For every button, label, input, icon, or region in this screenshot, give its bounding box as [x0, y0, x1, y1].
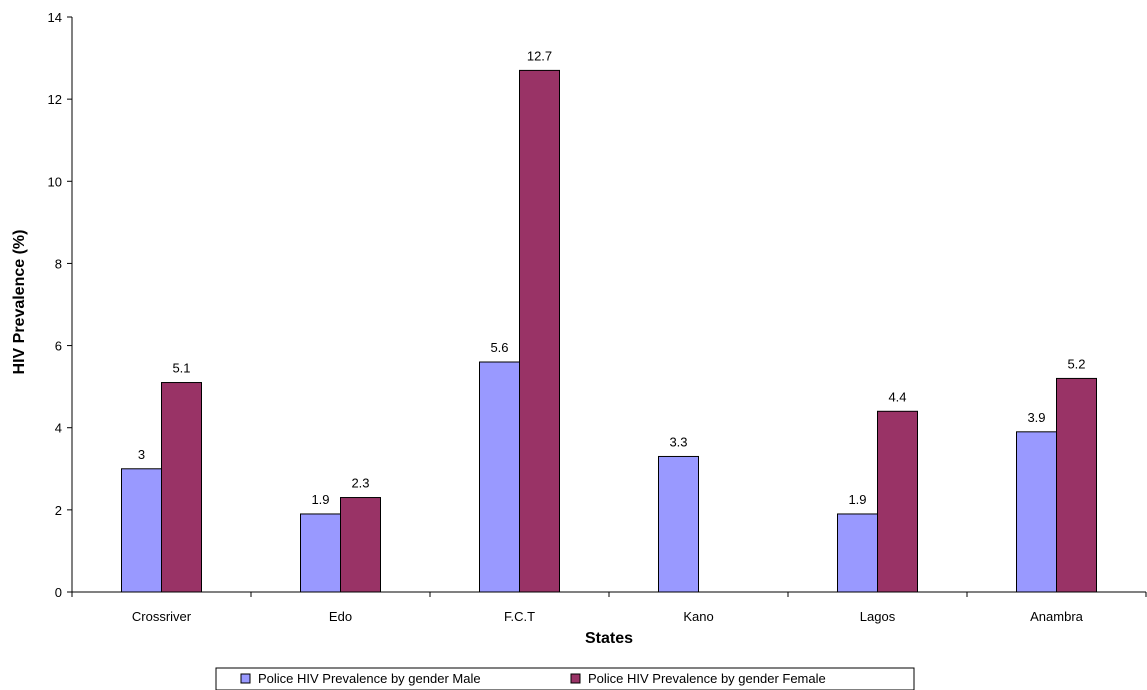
bar	[837, 513, 878, 593]
data-label: 1.9	[848, 492, 866, 507]
bar	[1056, 377, 1097, 593]
y-tick-label: 2	[55, 503, 62, 518]
legend-swatch	[570, 673, 581, 684]
bar	[519, 69, 560, 593]
bar	[877, 410, 918, 593]
data-label: 5.2	[1067, 356, 1085, 371]
bar	[479, 361, 520, 593]
y-tick-label: 12	[48, 92, 62, 107]
x-axis-title: States	[585, 630, 633, 647]
legend: Police HIV Prevalence by gender Male Poli…	[215, 667, 915, 690]
x-tick-label: Edo	[329, 609, 352, 624]
legend-swatch	[240, 673, 251, 684]
bars	[121, 69, 1097, 593]
axes: 0 2 4 6 8 10 12 14 Crossriver Edo F.C.T Kano Lagos An…	[48, 10, 1147, 624]
bar	[1016, 431, 1057, 593]
legend-entry: Police HIV Prevalence by gender Female	[588, 671, 826, 686]
y-axis-title: HIV Prevalence (%)	[11, 230, 28, 375]
y-tick-label: 10	[48, 174, 62, 189]
bar	[340, 497, 381, 593]
data-label: 3.9	[1027, 410, 1045, 425]
y-tick-label: 4	[55, 421, 62, 436]
x-tick-label: Lagos	[860, 609, 896, 624]
data-label: 3	[138, 447, 145, 462]
data-label: 3.3	[669, 434, 687, 449]
data-label: 5.1	[172, 361, 190, 376]
x-tick-label: F.C.T	[504, 609, 535, 624]
data-label: 2.3	[351, 476, 369, 491]
y-tick-label: 6	[55, 339, 62, 354]
legend-entry: Police HIV Prevalence by gender Male	[258, 671, 481, 686]
y-tick-label: 14	[48, 10, 62, 25]
x-tick-label: Kano	[683, 609, 713, 624]
y-tick-label: 0	[55, 585, 62, 600]
bar	[658, 455, 699, 593]
data-label: 5.6	[490, 340, 508, 355]
x-tick-label: Crossriver	[132, 609, 192, 624]
bar	[300, 513, 341, 593]
legend-box	[215, 667, 915, 690]
bar	[121, 468, 162, 593]
bar	[161, 382, 202, 593]
data-label: 1.9	[311, 492, 329, 507]
data-label: 12.7	[527, 48, 552, 63]
x-tick-label: Anambra	[1030, 609, 1084, 624]
data-label: 4.4	[888, 389, 906, 404]
y-tick-label: 8	[55, 256, 62, 271]
data-labels: 3 1.9 5.6 3.3 1.9 3.9 5.1 2.3 12.7 4.4 5.2	[138, 48, 1086, 507]
